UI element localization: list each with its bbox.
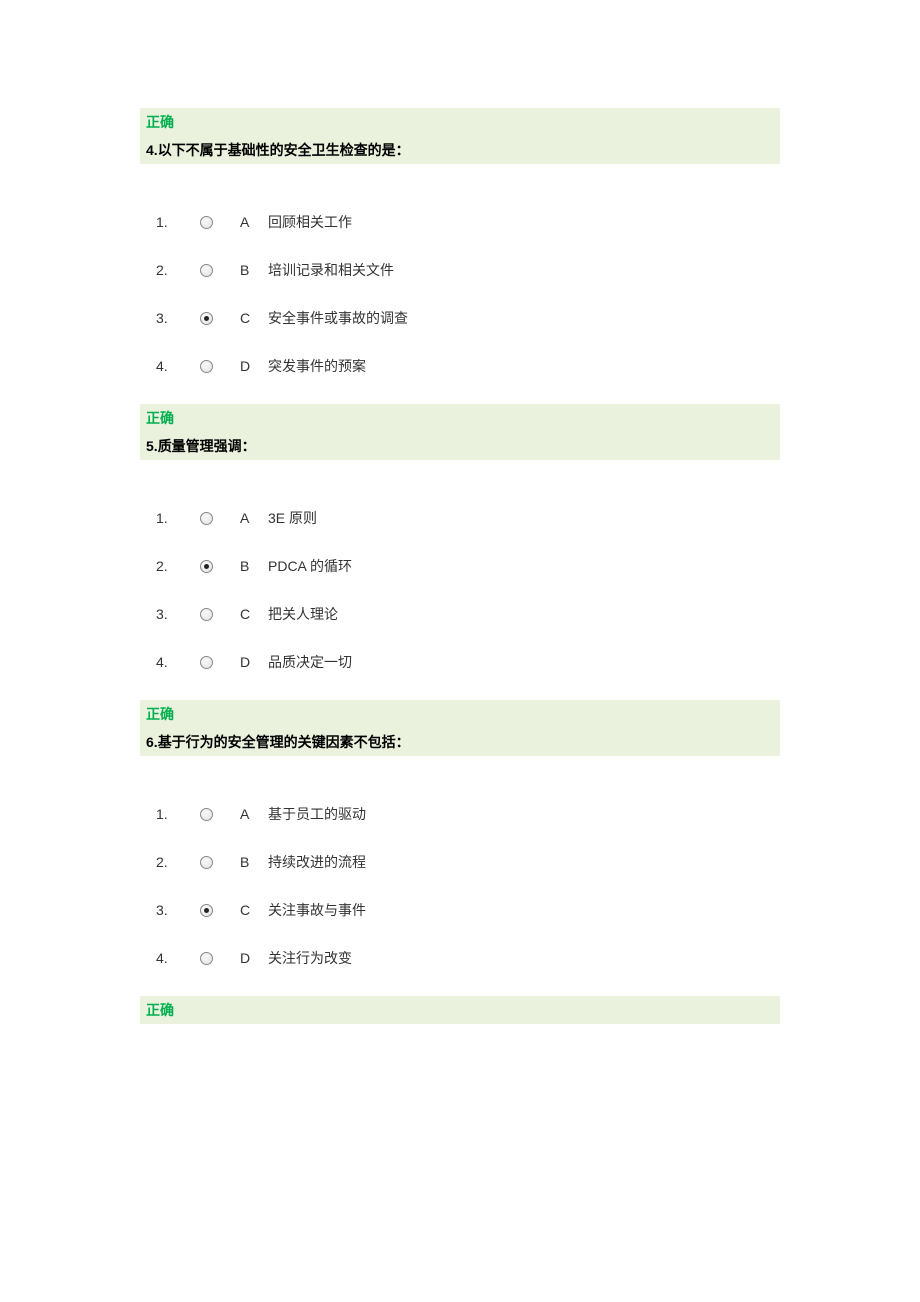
radio-icon[interactable] [200,360,240,373]
options-list-5: 1. A 3E 原则 2. B PDCA 的循环 3. C 把关人理论 4. [140,508,780,672]
option-letter: B [240,854,268,870]
radio-icon[interactable] [200,312,240,325]
radio-icon[interactable] [200,608,240,621]
option-row[interactable]: 3. C 把关人理论 [156,604,780,624]
option-row[interactable]: 3. C 安全事件或事故的调查 [156,308,780,328]
option-row[interactable]: 3. C 关注事故与事件 [156,900,780,920]
option-letter: A [240,806,268,822]
question-block-5: 正确 5.质量管理强调： 1. A 3E 原则 2. B PDCA 的循环 3.… [140,404,780,672]
option-letter: C [240,310,268,326]
option-text: 回顾相关工作 [268,212,780,232]
option-letter: B [240,262,268,278]
question-number: 5. [146,438,158,454]
option-letter: C [240,606,268,622]
status-correct: 正确 [140,996,780,1024]
status-correct: 正确 [140,404,780,432]
option-number: 4. [156,358,200,374]
option-letter: D [240,654,268,670]
question-text: 以下不属于基础性的安全卫生检查的是： [158,142,410,158]
option-number: 2. [156,262,200,278]
question-title-4: 4.以下不属于基础性的安全卫生检查的是： [140,136,780,164]
option-number: 4. [156,950,200,966]
option-text: 持续改进的流程 [268,852,780,872]
option-letter: D [240,358,268,374]
option-number: 1. [156,510,200,526]
status-correct: 正确 [140,700,780,728]
radio-icon[interactable] [200,512,240,525]
options-list-6: 1. A 基于员工的驱动 2. B 持续改进的流程 3. C 关注事故与事件 4… [140,804,780,968]
option-text: 基于员工的驱动 [268,804,780,824]
option-text: 突发事件的预案 [268,356,780,376]
radio-icon[interactable] [200,216,240,229]
question-number: 6. [146,734,158,750]
option-letter: D [240,950,268,966]
radio-icon[interactable] [200,656,240,669]
option-number: 3. [156,310,200,326]
option-text: 把关人理论 [268,604,780,624]
option-number: 2. [156,558,200,574]
question-title-6: 6.基于行为的安全管理的关键因素不包括： [140,728,780,756]
option-number: 4. [156,654,200,670]
option-row[interactable]: 1. A 基于员工的驱动 [156,804,780,824]
option-row[interactable]: 4. D 品质决定一切 [156,652,780,672]
options-list-4: 1. A 回顾相关工作 2. B 培训记录和相关文件 3. C 安全事件或事故的… [140,212,780,376]
page-container: 正确 4.以下不属于基础性的安全卫生检查的是： 1. A 回顾相关工作 2. B… [0,0,920,1124]
radio-icon[interactable] [200,904,240,917]
option-row[interactable]: 1. A 3E 原则 [156,508,780,528]
radio-icon[interactable] [200,808,240,821]
radio-icon[interactable] [200,952,240,965]
option-row[interactable]: 4. D 关注行为改变 [156,948,780,968]
question-number: 4. [146,142,158,158]
option-text: PDCA 的循环 [268,556,780,576]
option-letter: A [240,510,268,526]
option-text: 3E 原则 [268,508,780,528]
radio-icon[interactable] [200,560,240,573]
question-block-6: 正确 6.基于行为的安全管理的关键因素不包括： 1. A 基于员工的驱动 2. … [140,700,780,968]
option-letter: A [240,214,268,230]
option-row[interactable]: 2. B PDCA 的循环 [156,556,780,576]
option-number: 3. [156,606,200,622]
option-number: 3. [156,902,200,918]
question-title-5: 5.质量管理强调： [140,432,780,460]
radio-icon[interactable] [200,264,240,277]
status-correct: 正确 [140,108,780,136]
option-row[interactable]: 1. A 回顾相关工作 [156,212,780,232]
option-row[interactable]: 4. D 突发事件的预案 [156,356,780,376]
option-number: 1. [156,214,200,230]
option-row[interactable]: 2. B 持续改进的流程 [156,852,780,872]
option-text: 品质决定一切 [268,652,780,672]
option-letter: B [240,558,268,574]
option-text: 安全事件或事故的调查 [268,308,780,328]
question-text: 质量管理强调： [158,438,256,454]
question-text: 基于行为的安全管理的关键因素不包括： [158,734,410,750]
radio-icon[interactable] [200,856,240,869]
option-row[interactable]: 2. B 培训记录和相关文件 [156,260,780,280]
option-number: 1. [156,806,200,822]
option-text: 关注行为改变 [268,948,780,968]
option-text: 培训记录和相关文件 [268,260,780,280]
option-letter: C [240,902,268,918]
question-block-4: 正确 4.以下不属于基础性的安全卫生检查的是： 1. A 回顾相关工作 2. B… [140,108,780,376]
option-number: 2. [156,854,200,870]
option-text: 关注事故与事件 [268,900,780,920]
